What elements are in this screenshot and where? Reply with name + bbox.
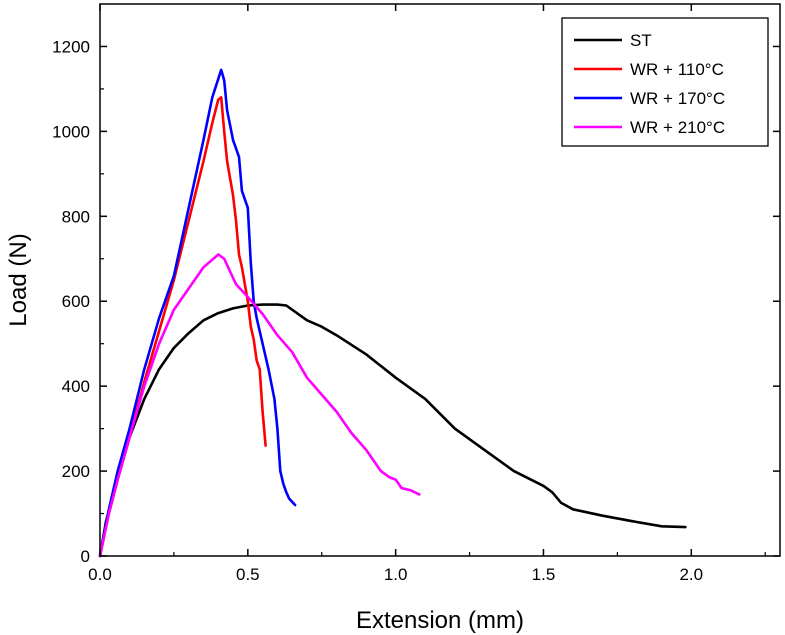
series-line-1 xyxy=(98,96,267,558)
series-line-2 xyxy=(98,68,297,558)
series-line-3 xyxy=(98,253,421,558)
y-tick-label: 200 xyxy=(62,462,90,481)
x-tick-label: 1.0 xyxy=(384,565,408,584)
series-line-0 xyxy=(98,303,687,558)
legend-label-0: ST xyxy=(630,31,652,50)
x-axis-title: Extension (mm) xyxy=(356,607,524,634)
x-tick-label: 2.0 xyxy=(679,565,703,584)
y-tick-label: 600 xyxy=(62,292,90,311)
y-tick-label: 800 xyxy=(62,207,90,226)
y-tick-label: 1200 xyxy=(52,37,90,56)
legend: ST WR + 110°C WR + 170°C WR + 210°C xyxy=(561,17,769,147)
legend-label-1: WR + 110°C xyxy=(630,60,724,79)
y-axis-title: Load (N) xyxy=(5,233,32,326)
x-tick-label: 1.5 xyxy=(532,565,556,584)
x-tick-label: 0.5 xyxy=(236,565,260,584)
legend-label-2: WR + 170°C xyxy=(630,89,725,108)
y-tick-label: 1000 xyxy=(52,122,90,141)
y-tick-label: 400 xyxy=(62,377,90,396)
legend-label-3: WR + 210°C xyxy=(630,118,725,137)
y-tick-label: 0 xyxy=(81,547,90,566)
plot-frame xyxy=(99,3,781,557)
x-tick-label: 0.0 xyxy=(88,565,112,584)
